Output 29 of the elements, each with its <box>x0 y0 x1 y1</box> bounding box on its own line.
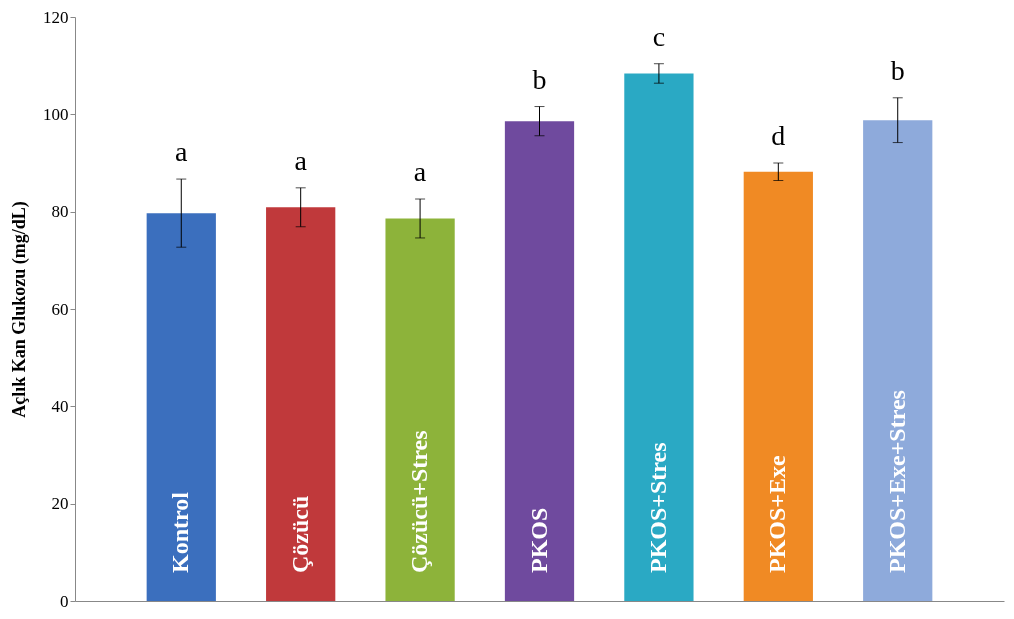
y-tick-label: 20 <box>51 494 69 514</box>
bar <box>743 171 813 601</box>
y-tick-label: 0 <box>60 591 69 611</box>
bar <box>624 73 694 601</box>
y-tick-label: 100 <box>43 104 69 124</box>
bar <box>266 207 336 601</box>
annotation: b <box>532 63 547 95</box>
annotation: b <box>890 54 905 86</box>
bar <box>504 121 575 601</box>
x-tick-label: Çözücü+Stres <box>406 430 433 573</box>
bar <box>385 218 455 601</box>
x-tick-label: PKOS <box>525 507 552 573</box>
y-tick-label: 120 <box>43 7 69 27</box>
y-tick-label: 40 <box>51 396 69 416</box>
annotation: d <box>771 120 786 151</box>
annotation: c <box>652 20 666 52</box>
x-tick-label: PKOS+Exe+Stres <box>883 390 910 573</box>
bar <box>863 120 933 601</box>
y-tick-label: 60 <box>51 299 69 319</box>
x-tick-label: Çözücü <box>286 495 313 573</box>
annotation: a <box>294 144 308 176</box>
annotation: a <box>175 136 189 168</box>
x-tick-label: PKOS+Exe <box>764 454 791 573</box>
x-tick-label: PKOS+Stres <box>644 442 671 573</box>
y-axis-title: Açlık Kan Glukozu (mg/dL) <box>9 201 30 418</box>
y-tick-label: 80 <box>51 202 69 222</box>
annotation: a <box>413 156 427 188</box>
x-tick-label: Kontrol <box>167 491 194 573</box>
bar <box>146 213 216 601</box>
